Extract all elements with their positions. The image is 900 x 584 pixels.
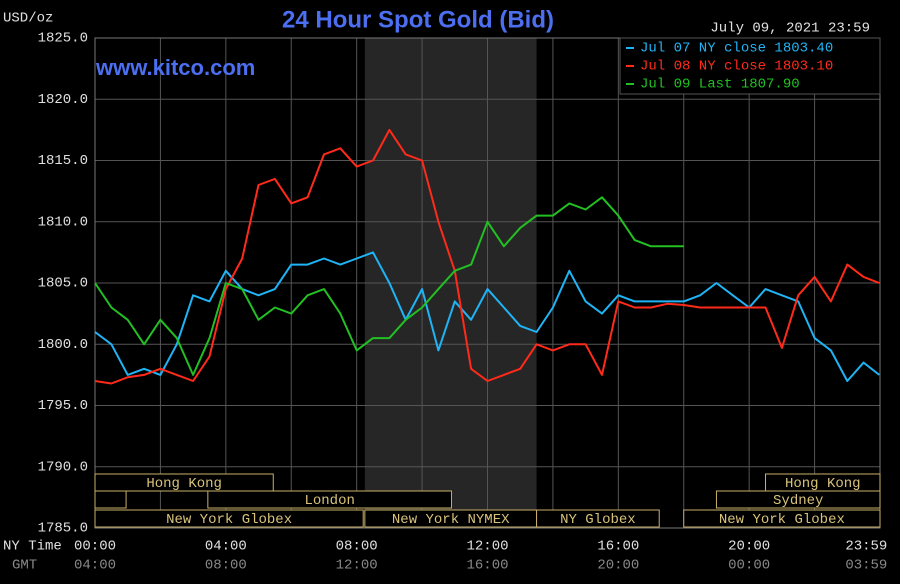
site-label: www.kitco.com [95,55,255,80]
y-axis-label: USD/oz [3,11,53,27]
x2-tick-label: 20:00 [597,558,639,574]
x-tick-label: 08:00 [336,539,378,555]
y-tick-label: 1790.0 [38,459,88,475]
session-label: New York Globex [719,512,845,528]
legend-box [619,37,881,95]
session-label: London [304,493,354,509]
session-bar [207,490,453,509]
session-label: Sydney [773,493,823,509]
session-label: New York Globex [166,512,292,528]
x-tick-label: 04:00 [205,539,247,555]
y-tick-label: 1815.0 [38,153,88,169]
session-bar [94,509,364,528]
plot-under [94,37,881,529]
y-tick-label: 1800.0 [38,337,88,353]
session-label: Hong Kong [785,476,861,492]
x2-tick-label: 04:00 [74,558,116,574]
chart-title: 24 Hour Spot Gold (Bid) [282,6,554,33]
series-line [94,196,684,376]
legend-label: Jul 07 NY close 1803.40 [640,41,833,57]
session-label: Hong Kong [146,476,222,492]
y-tick-label: 1825.0 [38,31,88,47]
x-axis-label: NY Time [3,539,62,555]
session-label: NY Globex [560,512,636,528]
x2-tick-label: 08:00 [205,558,247,574]
x-tick-label: 16:00 [597,539,639,555]
legend-label: Jul 09 Last 1807.90 [640,77,800,93]
session-bar [683,509,881,528]
x-tick-label: 00:00 [74,539,116,555]
session-bar [94,490,127,509]
x2-tick-label: 00:00 [728,558,770,574]
session-label: New York NYMEX [392,512,510,528]
y-tick-label: 1810.0 [38,214,88,230]
x2-tick-label: 03:59 [845,558,887,574]
y-tick-label: 1795.0 [38,398,88,414]
series-line [94,128,880,385]
session-bar [94,473,274,492]
y-tick-label: 1805.0 [38,276,88,292]
x-tick-label: 20:00 [728,539,770,555]
y-tick-label: 1820.0 [38,92,88,108]
session-bar [536,509,660,528]
legend-label: Jul 08 NY close 1803.10 [640,59,833,75]
date-label: July 09, 2021 23:59 [710,21,870,37]
x-tick-label: 12:00 [466,539,508,555]
x2-tick-label: 12:00 [336,558,378,574]
y-tick-label: 1785.0 [38,521,88,537]
x-tick-label: 23:59 [845,539,887,555]
x2-tick-label: 16:00 [466,558,508,574]
session-bar [715,490,881,509]
x2-axis-label: GMT [12,558,37,574]
